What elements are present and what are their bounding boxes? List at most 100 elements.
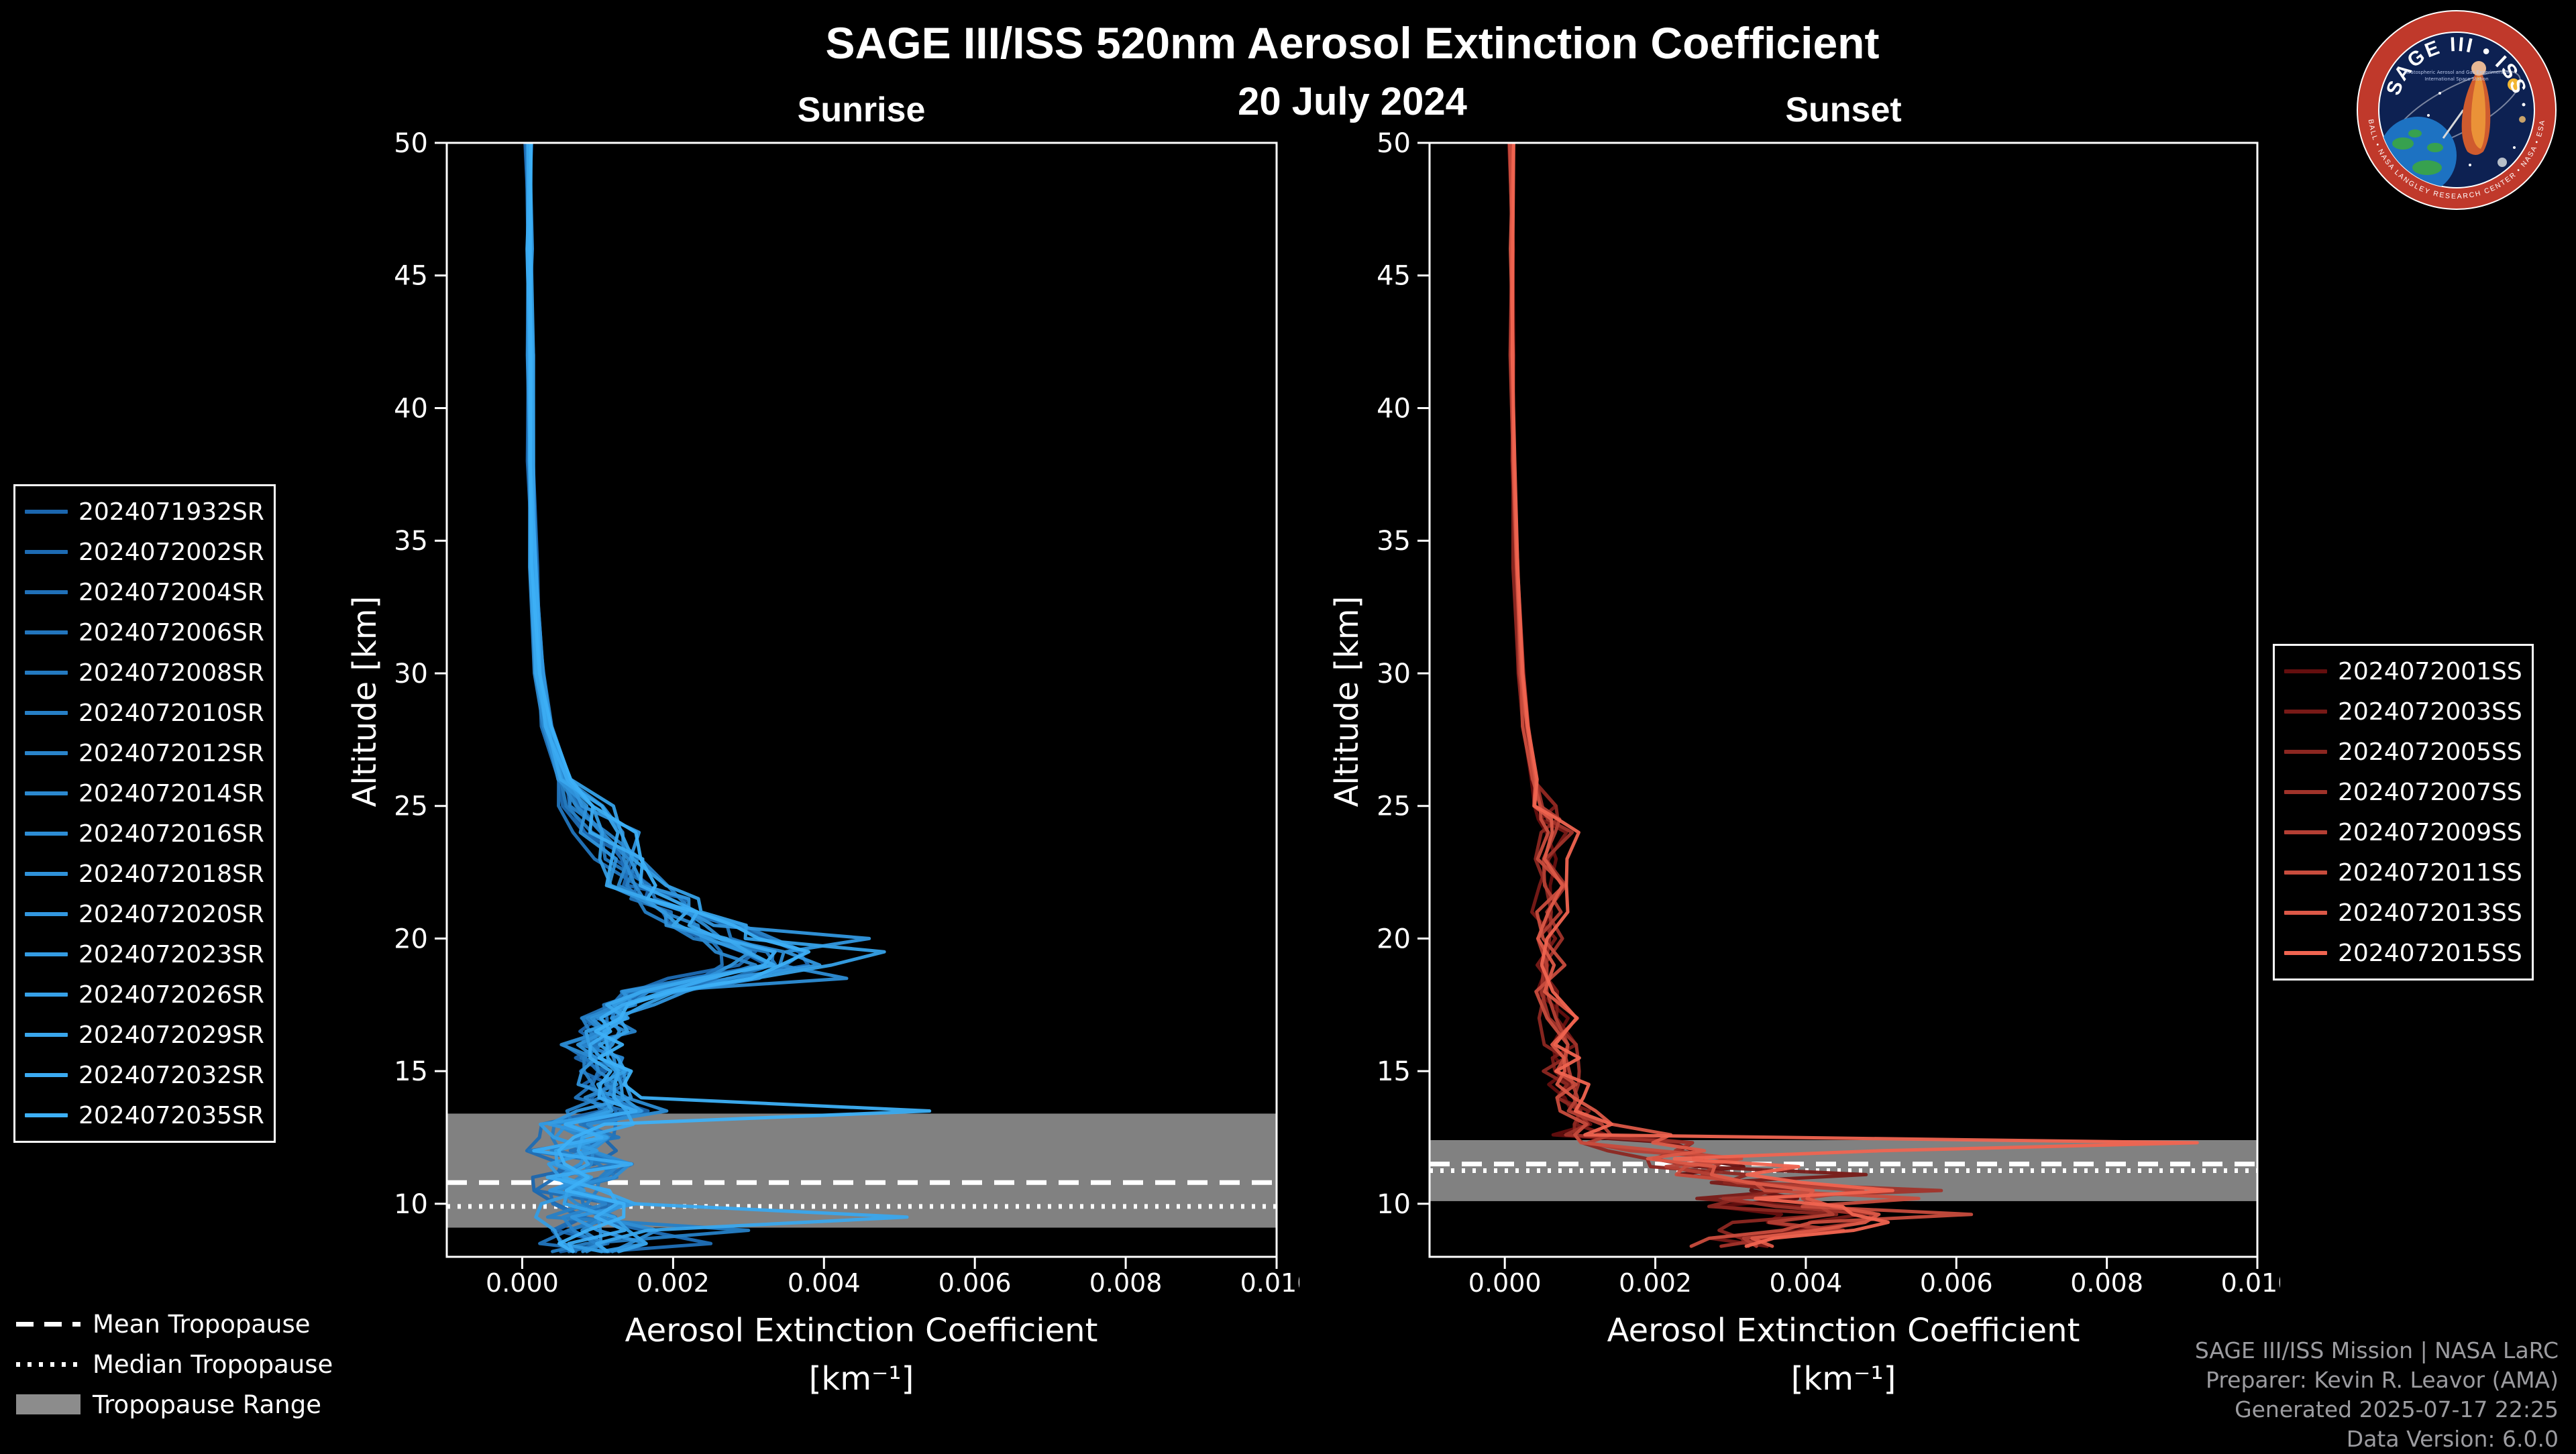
legend-item-label: 2024072008SR: [78, 659, 264, 687]
legend-line-swatch: [25, 832, 68, 836]
legend-item-label: 2024072018SR: [78, 860, 264, 888]
legend-item: 2024072006SR: [25, 612, 264, 653]
legend-item: 2024072016SR: [25, 814, 264, 854]
legend-line-swatch: [2284, 790, 2327, 794]
y-tick-label: 35: [394, 526, 428, 557]
x-tick-label: 0.008: [1089, 1268, 1163, 1298]
series-line-2024071932SR: [524, 143, 769, 1253]
x-tick-label: 0.002: [1619, 1268, 1692, 1298]
x-tick-label: 0.004: [788, 1268, 861, 1298]
preparer-credit: Preparer: Kevin R. Leavor (AMA): [2206, 1367, 2559, 1393]
series-lines: [523, 143, 932, 1253]
legend-item-label: 2024072010SR: [78, 699, 264, 727]
sunset-y-axis-label: Altitude [km]: [1328, 596, 1366, 807]
legend-item-label: 2024072035SR: [78, 1101, 264, 1129]
sunrise-legend: 2024071932SR 2024072002SR 2024072004SR 2024…: [13, 484, 276, 1143]
legend-item-label: 2024072016SR: [78, 820, 264, 848]
x-tick-label: 0.006: [938, 1268, 1012, 1298]
legend-item: 2024072001SS: [2284, 651, 2522, 691]
logo-figure: [2442, 61, 2491, 155]
x-tick-label: 0.004: [1770, 1268, 1843, 1298]
series-line-2024072014SR: [525, 143, 757, 1253]
legend-line-swatch: [25, 791, 68, 795]
y-tick-label: 25: [1377, 791, 1411, 822]
legend-line-swatch: [25, 872, 68, 876]
series-line-2024072002SR: [523, 143, 757, 1253]
y-tick-label: 25: [394, 791, 428, 822]
legend-line-swatch: [25, 630, 68, 634]
sunset-chart-svg: 10 15 20 25 30 35 40 45 50 0.000 0.002 0.004 0.006 0.…: [1377, 128, 2280, 1298]
series-line-2024072012SR: [527, 143, 806, 1253]
legend-item-label: 2024072002SR: [78, 538, 264, 566]
sunset-x-axis-units: [km⁻¹]: [1790, 1360, 1896, 1398]
series-lines: [1507, 143, 2199, 1248]
legend-item-label: 2024072013SS: [2338, 899, 2522, 927]
axes-border: [445, 142, 1278, 1258]
y-tick-label: 30: [394, 659, 428, 689]
series-line-2024072008SR: [527, 143, 775, 1253]
legend-item: 2024072013SS: [2284, 893, 2522, 933]
legend-item: 2024072003SS: [2284, 691, 2522, 732]
legend-item: 2024072023SR: [25, 934, 264, 974]
x-tick-label: 0.000: [1468, 1268, 1542, 1298]
credits-block: SAGE III/ISS Mission | NASA LaRC Prepare…: [2195, 1336, 2559, 1454]
sunset-panel-title: Sunset: [1785, 91, 1902, 129]
legend-item: 2024072004SR: [25, 572, 264, 612]
series-line-2024072001SS: [1507, 143, 1819, 1248]
legend-item-label: 2024072029SR: [78, 1021, 264, 1049]
generated-timestamp: Generated 2025-07-17 22:25: [2235, 1396, 2559, 1422]
legend-line-swatch: [2284, 669, 2327, 673]
legend-line-swatch: [2284, 871, 2327, 875]
logo-moon-icon: [2498, 158, 2507, 167]
y-tick-label: 20: [1377, 924, 1411, 954]
legend-item-label: 2024072032SR: [78, 1061, 264, 1089]
legend-line-swatch: [25, 912, 68, 916]
sage-iss-logo: SAGE III • ISS Stratospheric Aerosol and…: [2357, 10, 2557, 210]
legend-item-label: 2024072015SS: [2338, 939, 2522, 967]
y-tick-label: 30: [1377, 659, 1411, 689]
series-line-2024072032SR: [525, 143, 777, 1253]
sunrise-y-axis-label: Altitude [km]: [346, 596, 384, 807]
sunrise-chart-svg: 10 15 20 25 30 35 40 45 50 0.000 0.002 0.004 0.006 0.…: [394, 128, 1299, 1298]
legend-item: 2024072010SR: [25, 693, 264, 733]
x-tick-label: 0.006: [1920, 1268, 1993, 1298]
tropopause-legend: Mean Tropopause Median Tropopause Tropop…: [16, 1304, 333, 1424]
x-tick-label: 0.010: [2221, 1268, 2280, 1298]
x-tick-label: 0.002: [637, 1268, 710, 1298]
y-tick-label: 50: [1377, 128, 1411, 159]
legend-line-swatch: [2284, 710, 2327, 714]
legend-item-label: 2024072012SR: [78, 739, 264, 767]
gray-band-swatch: [16, 1394, 80, 1414]
series-line-2024072004SR: [526, 143, 810, 1253]
series-line-2024072015SS: [1510, 143, 2199, 1248]
legend-item-label: 2024072023SR: [78, 940, 264, 968]
x-tick-label: 0.000: [486, 1268, 559, 1298]
sunrise-x-axis-units: [km⁻¹]: [808, 1360, 914, 1398]
legend-item-label: 2024072004SR: [78, 578, 264, 606]
legend-item: 2024072015SS: [2284, 933, 2522, 973]
y-tick-label: 50: [394, 128, 428, 159]
y-tick-label: 10: [1377, 1189, 1411, 1220]
legend-line-swatch: [2284, 750, 2327, 754]
y-tick-label: 10: [394, 1189, 428, 1220]
legend-item: 2024072012SR: [25, 733, 264, 773]
series-line-2024072035SR: [528, 143, 932, 1253]
legend-item: 2024072009SS: [2284, 812, 2522, 852]
legend-line-swatch: [25, 711, 68, 715]
legend-line-swatch: [25, 952, 68, 956]
logo-sun-icon: [2508, 78, 2520, 91]
legend-item: 2024072032SR: [25, 1055, 264, 1095]
legend-line-swatch: [25, 751, 68, 755]
legend-line-swatch: [25, 550, 68, 554]
y-tick-label: 15: [1377, 1056, 1411, 1087]
tropopause-range-legend-item: Tropopause Range: [16, 1384, 333, 1424]
legend-item-label: 2024072005SS: [2338, 738, 2522, 766]
y-tick-label: 45: [394, 261, 428, 292]
legend-item-label: 2024071932SR: [78, 498, 264, 526]
x-tick-label: 0.008: [2070, 1268, 2143, 1298]
legend-item-label: 2024072026SR: [78, 981, 264, 1009]
logo-subtitle-2: International Space Station: [2424, 76, 2488, 82]
median-tropopause-legend-item: Median Tropopause: [16, 1344, 333, 1384]
legend-item: 2024071932SR: [25, 492, 264, 532]
